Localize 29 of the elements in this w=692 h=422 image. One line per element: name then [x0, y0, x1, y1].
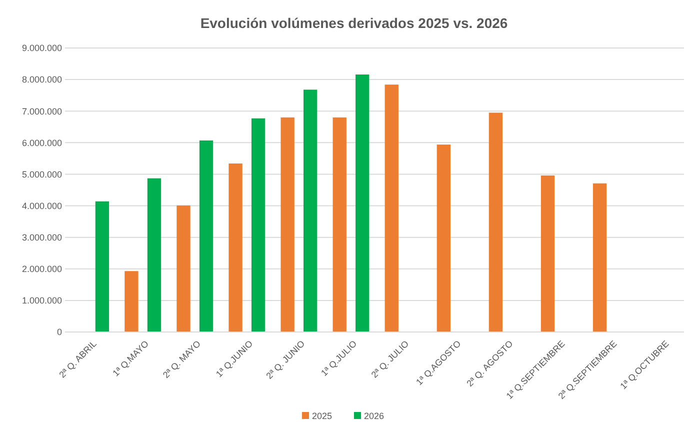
- bar: [228, 163, 242, 332]
- bar: [356, 74, 370, 332]
- y-tick-label: 3.000.000: [22, 232, 62, 242]
- y-tick-label: 5.000.000: [22, 169, 62, 180]
- bar: [592, 183, 607, 332]
- y-tick-label: 8.000.000: [22, 74, 62, 85]
- bar: [280, 117, 294, 332]
- bar: [436, 144, 450, 332]
- legend-label: 2026: [364, 411, 384, 422]
- bar: [384, 84, 398, 332]
- y-tick-label: 0: [56, 327, 62, 338]
- chart-title: Evolución volúmenes derivados 2025 vs. 2026: [200, 15, 508, 31]
- bar: [199, 140, 214, 332]
- y-tick-label: 7.000.000: [22, 106, 62, 116]
- y-tick-label: 6.000.000: [22, 138, 62, 148]
- bar: [488, 112, 503, 332]
- bar: [95, 201, 110, 332]
- bar: [304, 90, 318, 332]
- bar: [124, 271, 138, 332]
- y-tick-label: 1.000.000: [22, 296, 62, 306]
- y-tick-label: 2.000.000: [22, 264, 62, 274]
- bar: [176, 205, 190, 332]
- y-tick-label: 9.000.000: [22, 43, 62, 54]
- bar: [332, 117, 346, 332]
- bar: [251, 118, 266, 332]
- bar: [540, 175, 555, 332]
- legend-label: 2025: [312, 411, 332, 422]
- y-tick-label: 4.000.000: [22, 200, 62, 211]
- bar: [147, 178, 162, 332]
